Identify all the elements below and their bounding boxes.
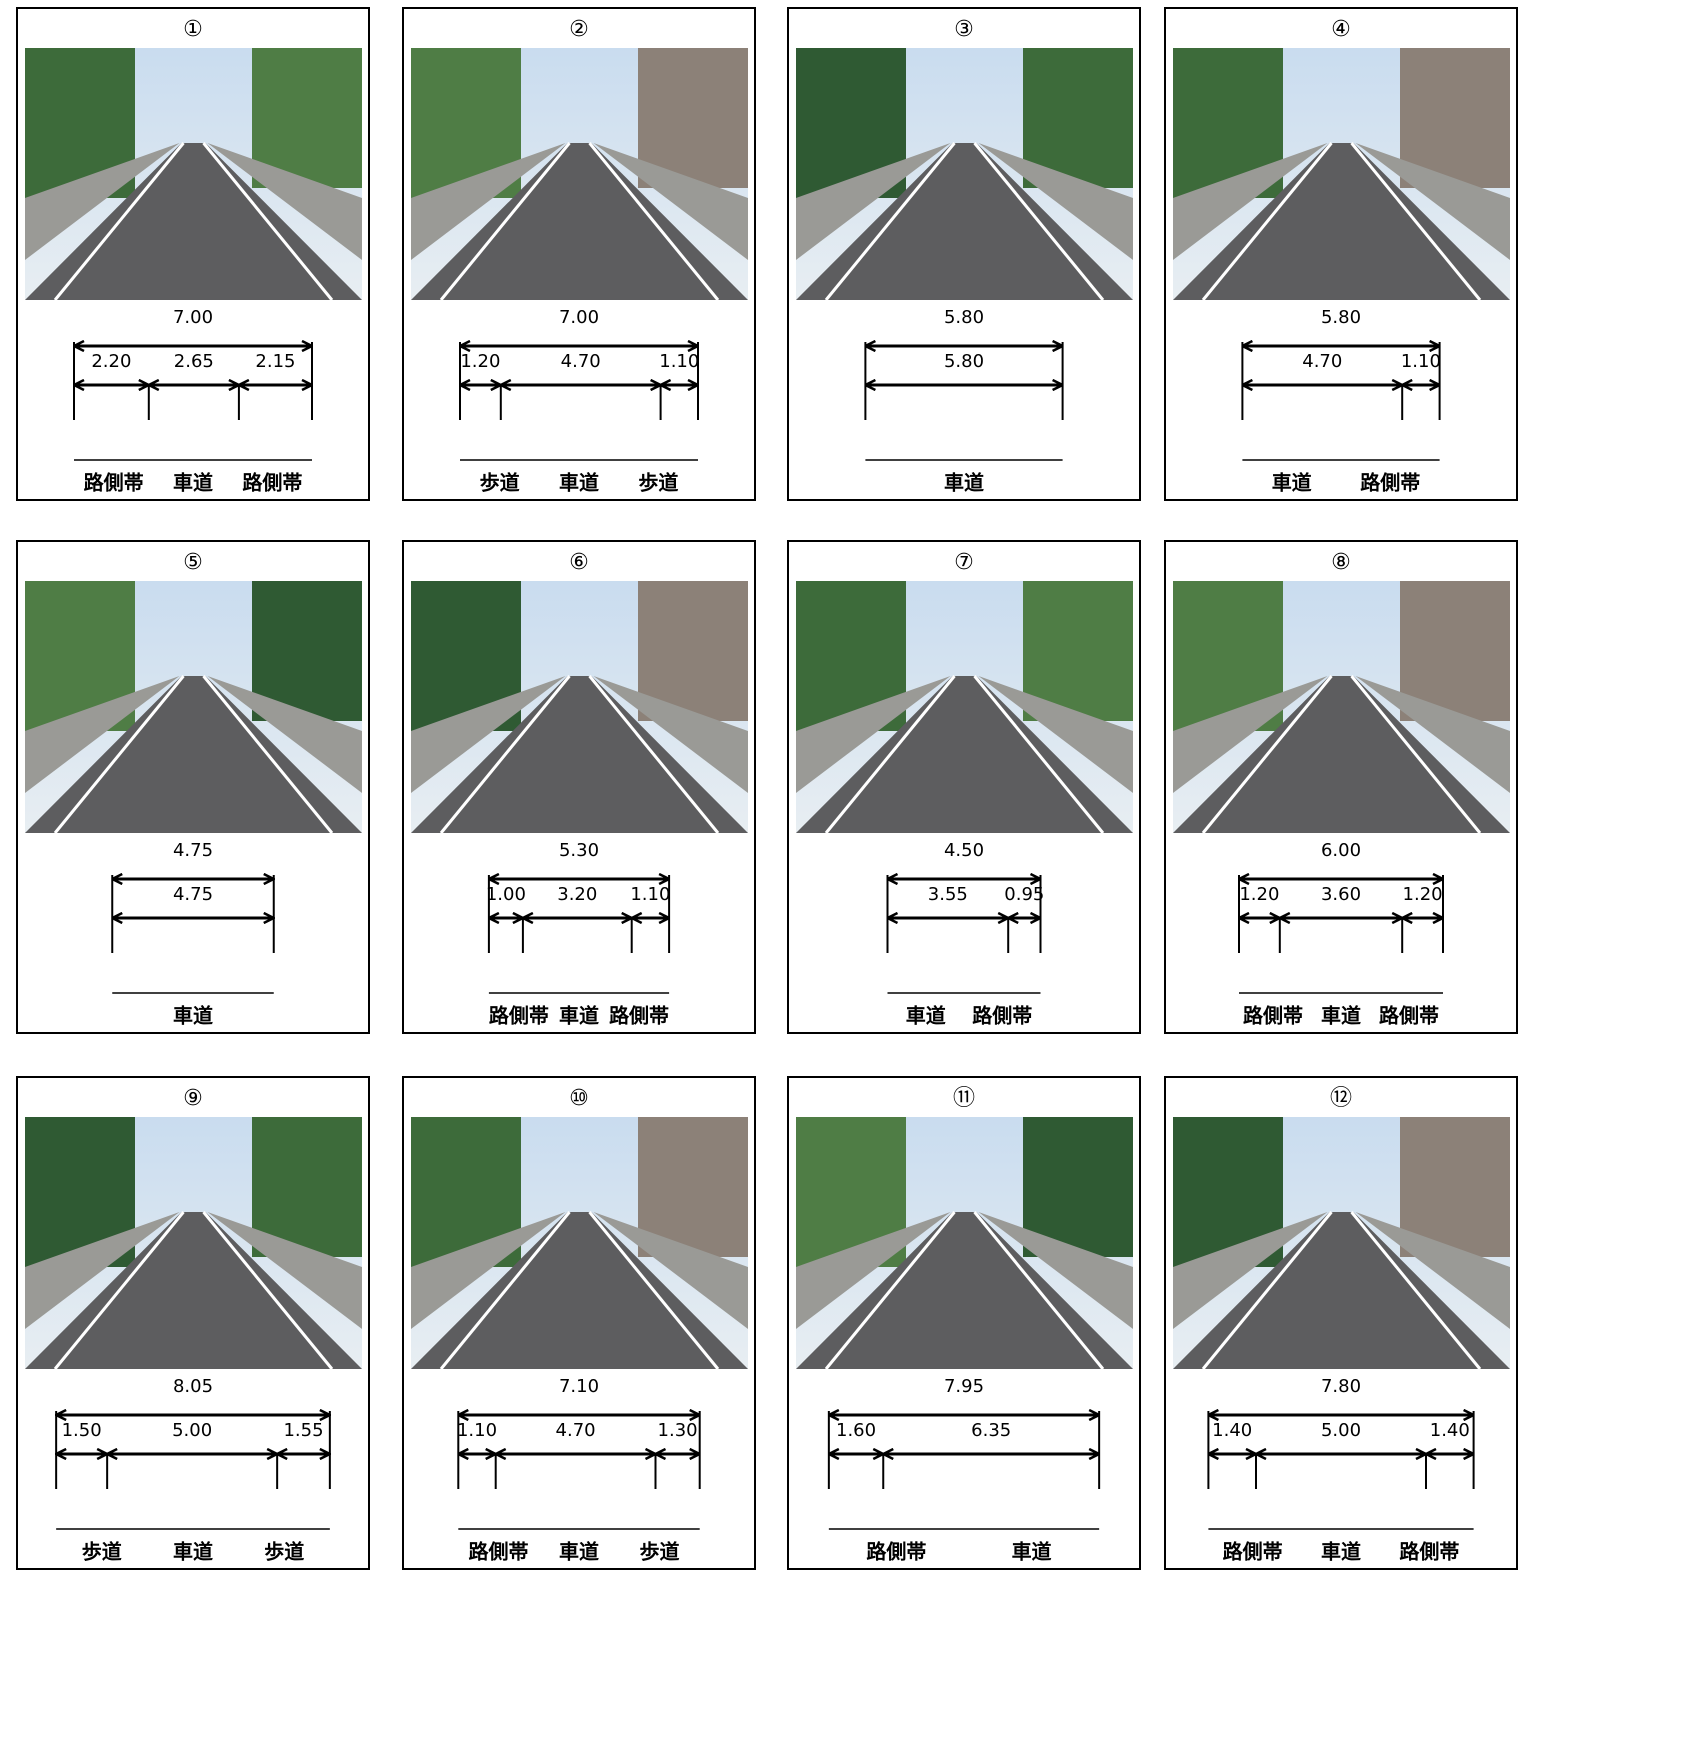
segment-width: 1.00 bbox=[486, 884, 526, 905]
section-label: 車道 bbox=[173, 1540, 213, 1564]
total-width: 7.95 bbox=[944, 1376, 984, 1397]
panel-number: ⑩ bbox=[569, 1086, 589, 1111]
segment-width: 0.95 bbox=[1004, 884, 1044, 905]
panel: ② 7.00 1.20 4.70 1.10 歩道 車道 歩道 bbox=[403, 8, 755, 500]
section-label: 路側帯 bbox=[1243, 1004, 1303, 1028]
section-label: 歩道 bbox=[264, 1540, 304, 1564]
total-width: 8.05 bbox=[173, 1376, 213, 1397]
panel: ⑧ 6.00 1.20 3.60 1.20 路側帯車道路側帯 bbox=[1165, 541, 1517, 1033]
segment-width: 1.10 bbox=[659, 351, 699, 372]
section-label: 車道 bbox=[559, 1540, 599, 1564]
section-label: 路側帯 bbox=[866, 1540, 926, 1564]
section-label: 路側帯 bbox=[242, 471, 302, 495]
section-label: 車道 bbox=[1012, 1540, 1052, 1564]
page: ①7.002.202.652.15路側帯車道路側帯②7.001.204.701.… bbox=[0, 0, 1691, 1762]
panel-number: ⑧ bbox=[1331, 550, 1351, 575]
section-label: 路側帯 bbox=[609, 1004, 669, 1028]
segment-width: 1.50 bbox=[62, 1420, 102, 1441]
panel-number: ① bbox=[183, 17, 203, 42]
segment-width: 2.15 bbox=[255, 351, 295, 372]
total-width: 7.00 bbox=[559, 307, 599, 328]
section-label: 路側帯 bbox=[469, 1540, 529, 1564]
panel-number: ④ bbox=[1331, 17, 1351, 42]
segment-width: 1.40 bbox=[1212, 1420, 1252, 1441]
section-label: 車道 bbox=[173, 471, 213, 495]
section-label: 歩道 bbox=[639, 1540, 679, 1564]
segment-width: 1.20 bbox=[1403, 884, 1443, 905]
segment-width: 1.40 bbox=[1430, 1420, 1470, 1441]
segment-width: 4.70 bbox=[561, 351, 601, 372]
section-label: 車道 bbox=[559, 471, 599, 495]
segment-width: 1.30 bbox=[658, 1420, 698, 1441]
panel: ⑩ 7.10 1.10 4.70 1.30 路側帯 車道 歩道 bbox=[403, 1077, 755, 1569]
segment-width: 4.70 bbox=[1302, 351, 1342, 372]
section-label: 車道 bbox=[1272, 471, 1312, 495]
segment-width: 3.55 bbox=[928, 884, 968, 905]
section-label: 路側帯 bbox=[1360, 471, 1420, 495]
panel-number: ⑥ bbox=[569, 550, 589, 575]
section-label: 歩道 bbox=[82, 1540, 122, 1564]
section-label: 路側帯 bbox=[1223, 1540, 1283, 1564]
section-label: 路側帯 bbox=[489, 1004, 549, 1028]
panel: ⑫ 7.80 1.40 5.00 1.40 路側帯 車道 路側帯 bbox=[1165, 1077, 1517, 1569]
panel: ① 7.00 2.20 2.65 2.15 路側帯 車道 路側帯 bbox=[17, 8, 369, 500]
section-label: 車道 bbox=[944, 471, 984, 495]
total-width: 4.50 bbox=[944, 840, 984, 861]
total-width: 4.75 bbox=[173, 840, 213, 861]
panel-number: ⑫ bbox=[1330, 1086, 1352, 1111]
total-width: 5.80 bbox=[944, 307, 984, 328]
segment-width: 1.10 bbox=[1401, 351, 1441, 372]
section-label: 路側帯 bbox=[1399, 1540, 1459, 1564]
section-label: 路側帯 bbox=[84, 471, 144, 495]
section-label: 車道 bbox=[906, 1004, 946, 1028]
section-label: 歩道 bbox=[480, 471, 520, 495]
panel-number: ⑨ bbox=[183, 1086, 203, 1111]
panel: ⑪ 7.95 1.60 6.35 路側帯 車道 bbox=[788, 1077, 1140, 1569]
panel-number: ⑦ bbox=[954, 550, 974, 575]
segment-width: 1.20 bbox=[460, 351, 500, 372]
total-width: 7.10 bbox=[559, 1376, 599, 1397]
section-label: 路側帯 bbox=[1379, 1004, 1439, 1028]
segment-width: 5.00 bbox=[172, 1420, 212, 1441]
segment-width: 1.60 bbox=[836, 1420, 876, 1441]
section-label: 路側帯 bbox=[972, 1004, 1032, 1028]
segment-width: 3.20 bbox=[557, 884, 597, 905]
road-sections: ①7.002.202.652.15路側帯車道路側帯②7.001.204.701.… bbox=[0, 0, 1691, 1762]
segment-width: 5.00 bbox=[1321, 1420, 1361, 1441]
segment-width: 4.75 bbox=[173, 884, 213, 905]
total-width: 6.00 bbox=[1321, 840, 1361, 861]
segment-width: 1.55 bbox=[283, 1420, 323, 1441]
total-width: 7.00 bbox=[173, 307, 213, 328]
panel: ⑤ 4.75 4.75 車道 bbox=[17, 541, 369, 1033]
total-width: 5.80 bbox=[1321, 307, 1361, 328]
panel-number: ② bbox=[569, 17, 589, 42]
panel-number: ⑤ bbox=[183, 550, 203, 575]
section-label: 車道 bbox=[559, 1004, 599, 1028]
panel: ③ 5.80 5.80 車道 bbox=[788, 8, 1140, 500]
total-width: 5.30 bbox=[559, 840, 599, 861]
segment-width: 6.35 bbox=[971, 1420, 1011, 1441]
section-label: 車道 bbox=[1321, 1540, 1361, 1564]
section-label: 車道 bbox=[173, 1004, 213, 1028]
panel: ⑦ 4.50 3.55 0.95 車道 路側帯 bbox=[788, 541, 1140, 1033]
panel-number: ③ bbox=[954, 17, 974, 42]
segment-width: 3.60 bbox=[1321, 884, 1361, 905]
section-label: 歩道 bbox=[638, 471, 678, 495]
segment-width: 2.20 bbox=[91, 351, 131, 372]
section-label: 車道 bbox=[1321, 1004, 1361, 1028]
panel: ④ 5.80 4.70 1.10 車道 路側帯 bbox=[1165, 8, 1517, 500]
segment-width: 1.10 bbox=[457, 1420, 497, 1441]
panel: ⑥ 5.30 1.00 3.20 1.10 路側帯車道路側帯 bbox=[403, 541, 755, 1033]
segment-width: 2.65 bbox=[174, 351, 214, 372]
segment-width: 1.10 bbox=[630, 884, 670, 905]
segment-width: 1.20 bbox=[1239, 884, 1279, 905]
segment-width: 5.80 bbox=[944, 351, 984, 372]
panel-number: ⑪ bbox=[953, 1086, 975, 1111]
panel: ⑨ 8.05 1.50 5.00 1.55 歩道 車道 歩道 bbox=[17, 1077, 369, 1569]
segment-width: 4.70 bbox=[556, 1420, 596, 1441]
total-width: 7.80 bbox=[1321, 1376, 1361, 1397]
